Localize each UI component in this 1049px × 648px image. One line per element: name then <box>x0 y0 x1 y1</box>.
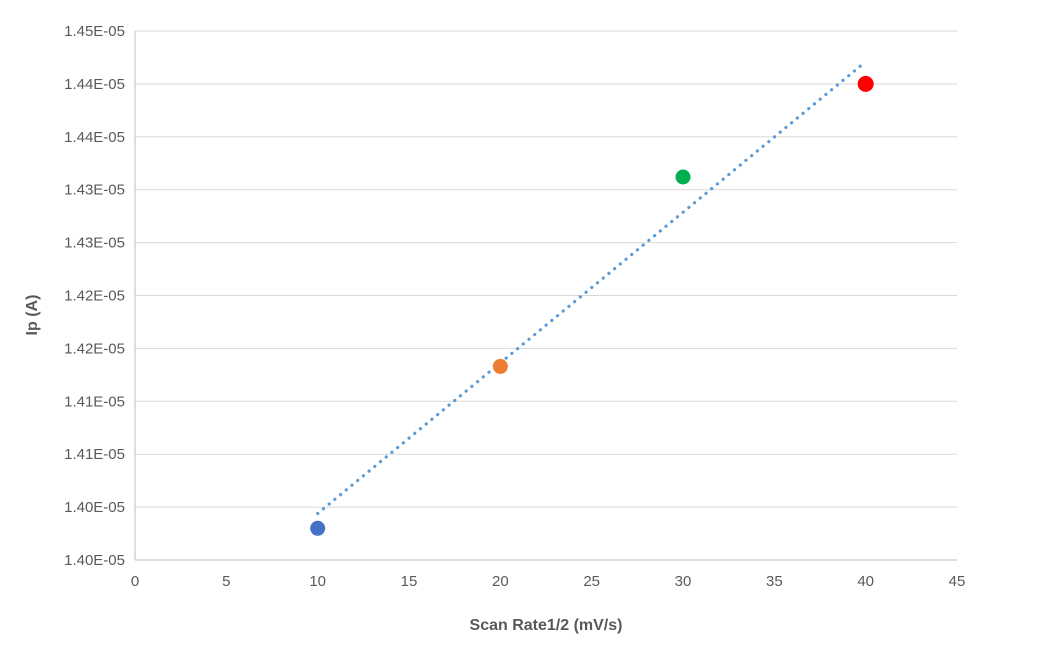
data-point-scan-rate-10[interactable] <box>310 520 326 536</box>
data-point-scan-rate-30[interactable] <box>675 169 691 185</box>
y-tick-label: 1.40E-05 <box>64 552 125 569</box>
y-tick-label: 1.41E-05 <box>64 446 125 463</box>
trendline <box>316 60 868 516</box>
y-tick-label: 1.41E-05 <box>64 393 125 410</box>
data-point-scan-rate-40[interactable] <box>857 75 874 92</box>
x-tick-label: 45 <box>949 573 966 590</box>
x-tick-label: 0 <box>131 573 139 590</box>
x-tick-label: 10 <box>309 573 326 590</box>
y-tick-label: 1.44E-05 <box>64 76 125 93</box>
y-tick-label: 1.43E-05 <box>64 235 125 252</box>
y-tick-label: 1.42E-05 <box>64 340 125 357</box>
y-axis-title: Ip (A) <box>24 294 41 336</box>
y-tick-label: 1.45E-05 <box>64 23 125 40</box>
x-tick-label: 30 <box>675 573 692 590</box>
y-tick-label: 1.40E-05 <box>64 499 125 516</box>
y-tick-label: 1.42E-05 <box>64 288 125 305</box>
data-point-scan-rate-20[interactable] <box>492 358 508 374</box>
x-tick-label: 40 <box>857 573 874 590</box>
y-tick-label: 1.44E-05 <box>64 129 125 146</box>
x-tick-label: 5 <box>222 573 230 590</box>
y-tick-label: 1.43E-05 <box>64 182 125 199</box>
x-tick-label: 20 <box>492 573 509 590</box>
x-tick-label: 15 <box>401 573 418 590</box>
x-tick-label: 35 <box>766 573 783 590</box>
x-axis-title: Scan Rate1/2 (mV/s) <box>469 617 623 634</box>
x-tick-label: 25 <box>583 573 600 590</box>
